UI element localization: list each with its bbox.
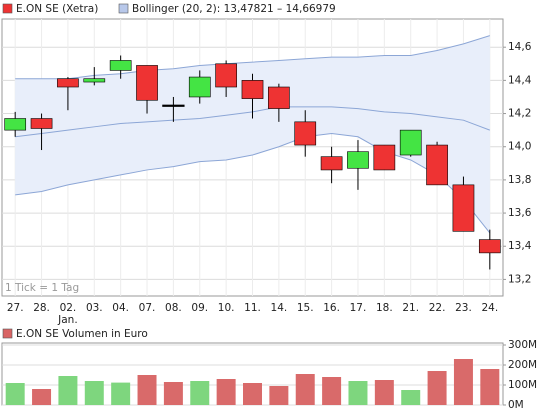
volume-bar [269, 386, 289, 405]
y-tick-label: 100M [508, 379, 537, 391]
x-tick-label: 03. [86, 302, 103, 314]
legend-swatch [118, 3, 129, 14]
volume-bar [137, 375, 157, 405]
volume-bar [374, 380, 394, 405]
candle-body [57, 78, 79, 88]
volume-bar [216, 379, 236, 405]
x-tick-label: 18. [376, 302, 393, 314]
legend-label: Bollinger (20, 2): 13,47821 – 14,66979 [132, 3, 336, 15]
candle-body [452, 184, 475, 232]
x-tick-label: 09. [191, 302, 208, 314]
y-tick-label: 14,6 [508, 41, 532, 53]
volume-bar [453, 359, 473, 405]
bollinger-lower [15, 132, 491, 234]
volume-bar [401, 390, 421, 405]
x-tick-label: 16. [323, 302, 340, 314]
volume-bar [58, 376, 78, 405]
volume-bar [32, 389, 52, 405]
x-tick-label: 14. [271, 302, 288, 314]
y-tick-label: 0M [508, 399, 524, 411]
x-tick-label: 02. [60, 302, 77, 314]
candle-body [162, 104, 185, 107]
volume-bar [5, 383, 25, 405]
x-tick-label: 10. [218, 302, 235, 314]
legend-label: E.ON SE (Xetra) [16, 3, 98, 15]
candle-body [268, 86, 290, 109]
x-tick-label: 24. [481, 302, 498, 314]
y-tick-label: 13,4 [508, 240, 532, 252]
legend-swatch [2, 328, 13, 339]
candle-body [320, 156, 343, 171]
y-tick-label: 13,6 [508, 207, 532, 219]
candle-body [4, 118, 27, 131]
candle-body [347, 151, 369, 169]
volume-bar [295, 374, 315, 405]
x-tick-label: 27. [7, 302, 24, 314]
volume-bar [190, 381, 210, 405]
y-tick-label: 14,4 [508, 74, 532, 86]
x-tick-label: 04. [112, 302, 129, 314]
candle-body [109, 60, 132, 71]
x-tick-label: 07. [139, 302, 156, 314]
candle-body [136, 65, 158, 101]
x-tick-label: 28. [33, 302, 50, 314]
y-tick-label: 14,0 [508, 141, 531, 153]
candle-body [30, 118, 53, 129]
volume-bar [348, 381, 368, 405]
volume-bar [322, 377, 342, 405]
y-tick-label: 200M [508, 359, 537, 371]
x-tick-label: 21. [402, 302, 419, 314]
y-tick-label: 13,2 [508, 273, 531, 285]
y-tick-label: 14,2 [508, 108, 531, 120]
x-tick-label: 22. [429, 302, 446, 314]
volume-bar [163, 382, 183, 405]
x-tick-label: 15. [297, 302, 314, 314]
y-tick-label: 13,8 [508, 174, 531, 186]
x-tick-label: 23. [455, 302, 472, 314]
candle-body [426, 144, 448, 186]
volume-bar [84, 381, 104, 405]
candle-body [399, 129, 422, 156]
legend-swatch [2, 3, 13, 14]
bollinger-fill [15, 35, 490, 233]
x-tick-label: 11. [244, 302, 261, 314]
x-tick-label: 08. [165, 302, 182, 314]
candle-body [215, 63, 237, 88]
legend-label: E.ON SE Volumen in Euro [16, 328, 148, 340]
volume-bar [111, 382, 131, 405]
candle-body [478, 239, 501, 254]
month-label: Jan. [57, 314, 78, 326]
volume-bar [243, 383, 262, 405]
y-tick-label: 300M [508, 339, 537, 351]
volume-bar [427, 371, 447, 405]
candle-body [241, 80, 264, 99]
candle-body [188, 76, 211, 98]
candle-body [294, 121, 317, 146]
candle-body [83, 78, 106, 83]
x-tick-label: 17. [350, 302, 367, 314]
volume-bar [480, 369, 500, 405]
candle-body [373, 144, 396, 171]
note: 1 Tick = 1 Tag [5, 282, 79, 294]
